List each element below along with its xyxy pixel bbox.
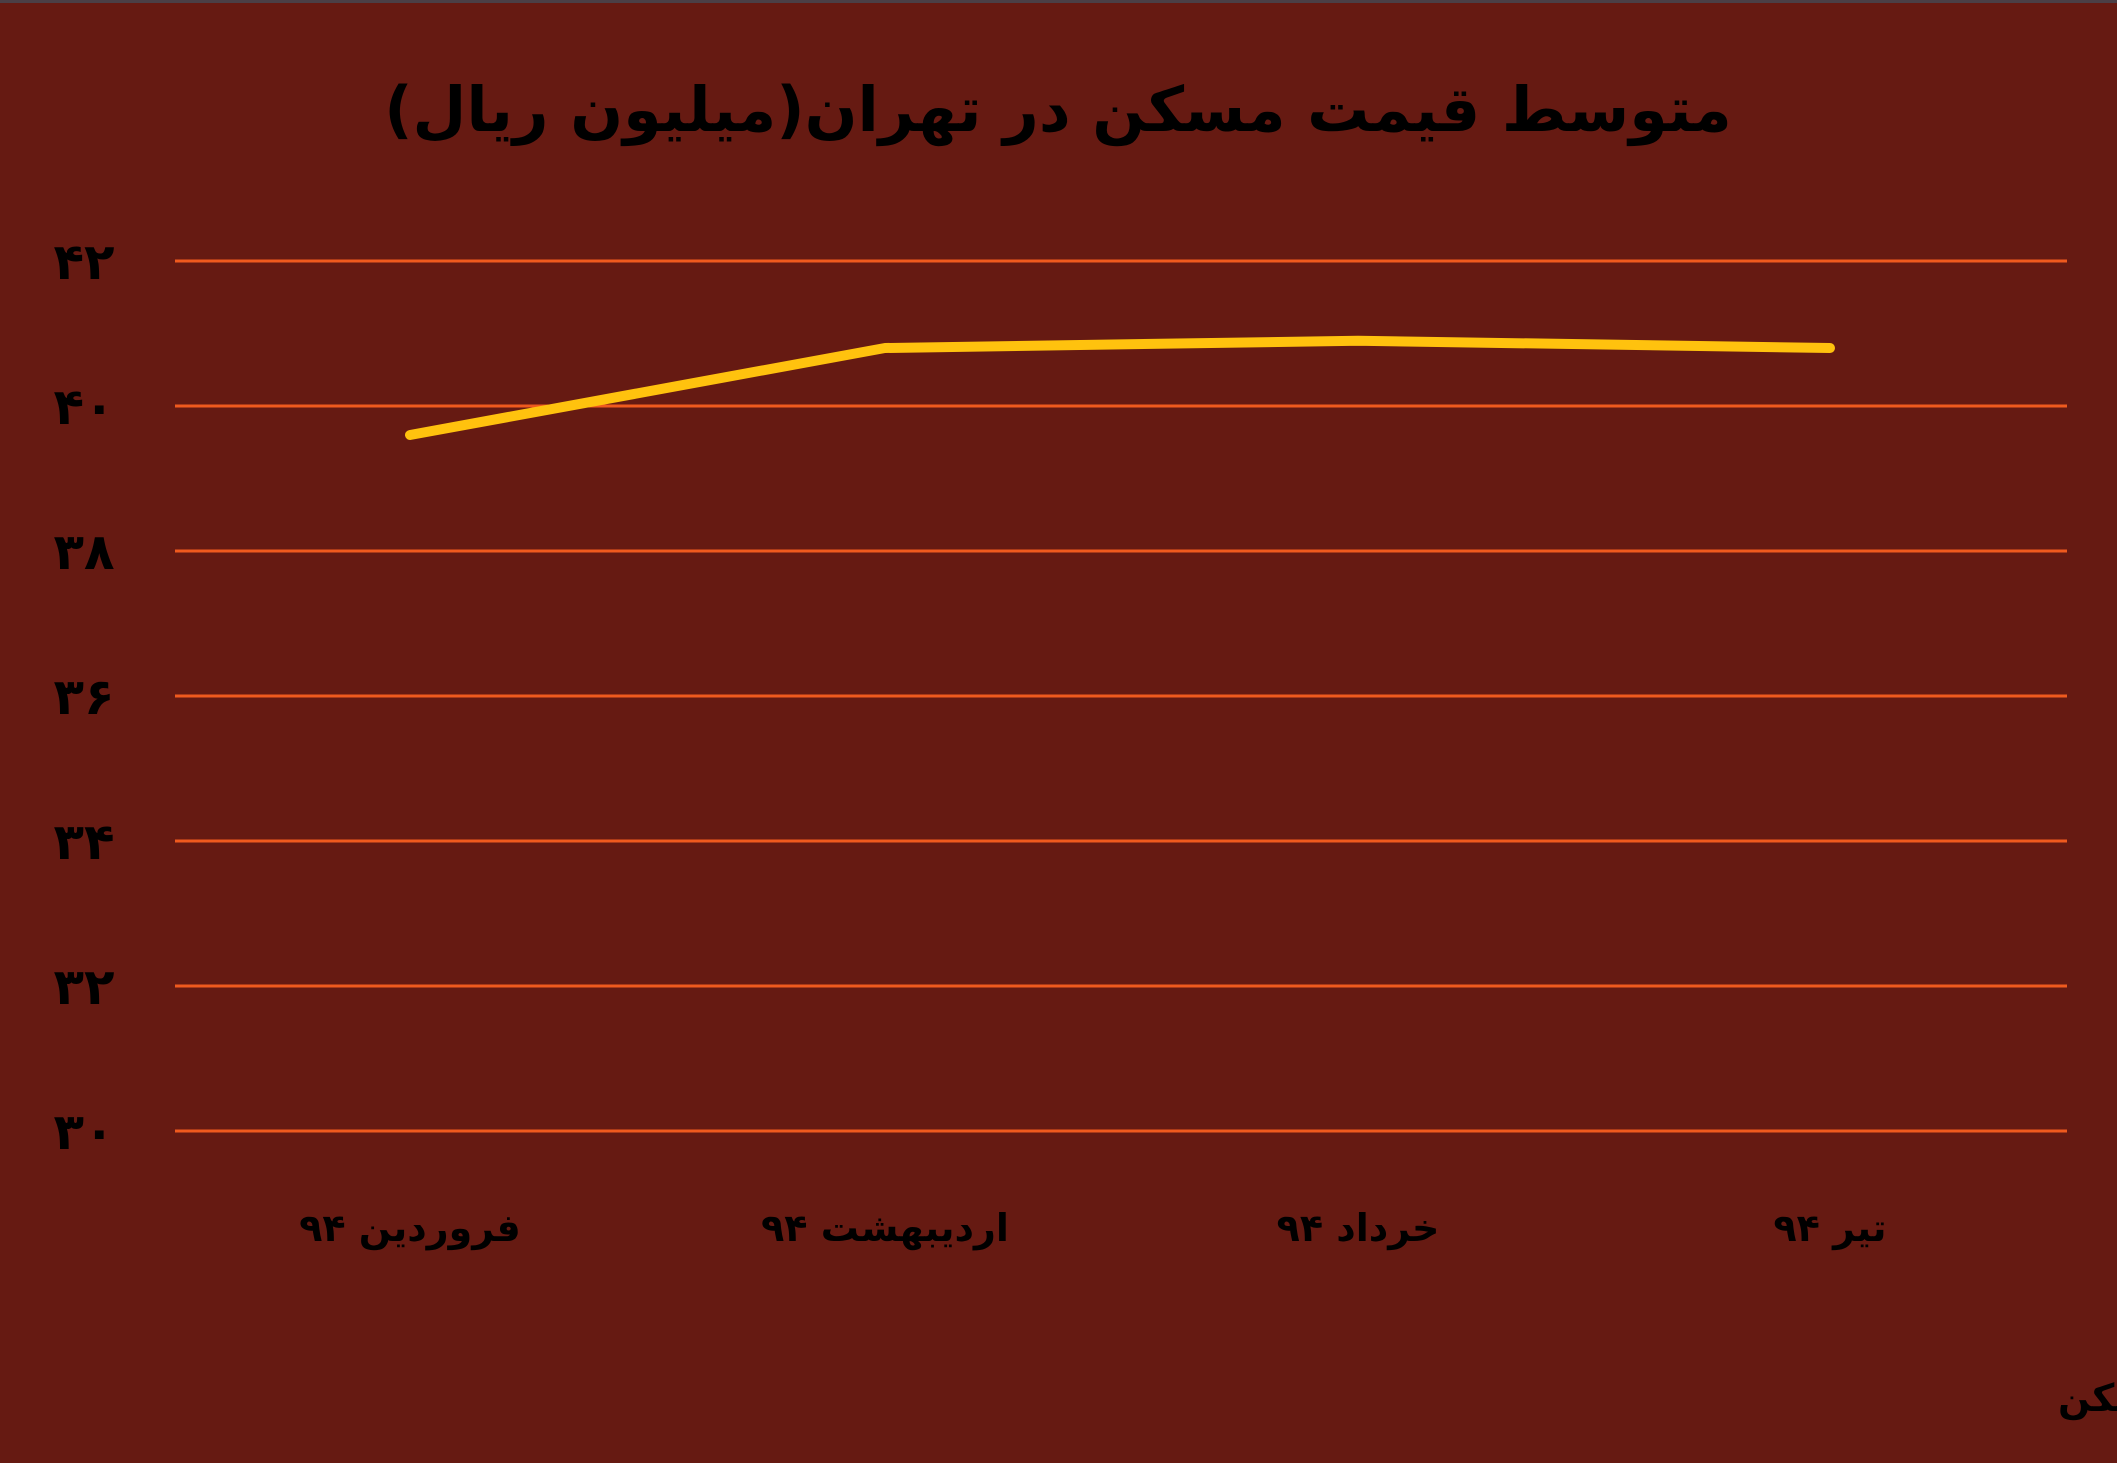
y-axis-tick-labels: ۳۰ ۳۲ ۳۴ ۳۶ ۳۸ ۴۰ ۴۲: [53, 233, 114, 1161]
y-tick-label: ۳۴: [53, 813, 114, 871]
x-tick-label: فروردین ۹۴: [299, 1206, 521, 1251]
series-line-group: [405, 335, 1835, 440]
chart-plot: متوسط قیمت مسکن در تهران(میلیون ریال) ۳۰…: [53, 73, 2117, 1421]
data-point: [409, 434, 411, 436]
source-note: منبع: دفتر برنامه‌ریزی و اقتصاد مسکن: [2058, 1376, 2117, 1421]
x-tick-label: تیر ۹۴: [1773, 1206, 1886, 1250]
y-tick-label: ۴۰: [53, 378, 114, 436]
x-tick-label: خرداد ۹۴: [1277, 1206, 1440, 1250]
x-axis-tick-labels: فروردین ۹۴ اردیبهشت ۹۴ خرداد ۹۴ تیر ۹۴: [299, 1206, 1886, 1251]
x-tick-label: اردیبهشت ۹۴: [761, 1206, 1009, 1250]
data-point: [1357, 339, 1359, 342]
y-tick-label: ۳۰: [53, 1103, 114, 1161]
chart-title: متوسط قیمت مسکن در تهران(میلیون ریال): [384, 73, 1732, 146]
y-tick-label: ۳۶: [53, 668, 114, 726]
gridlines: [175, 259, 2067, 1133]
data-point: [1829, 347, 1831, 349]
y-tick-label: ۴۲: [53, 233, 114, 291]
data-point: [884, 347, 886, 349]
series-line: [405, 335, 1835, 440]
y-tick-label: ۳۸: [53, 523, 114, 581]
y-tick-label: ۳۲: [53, 958, 114, 1016]
